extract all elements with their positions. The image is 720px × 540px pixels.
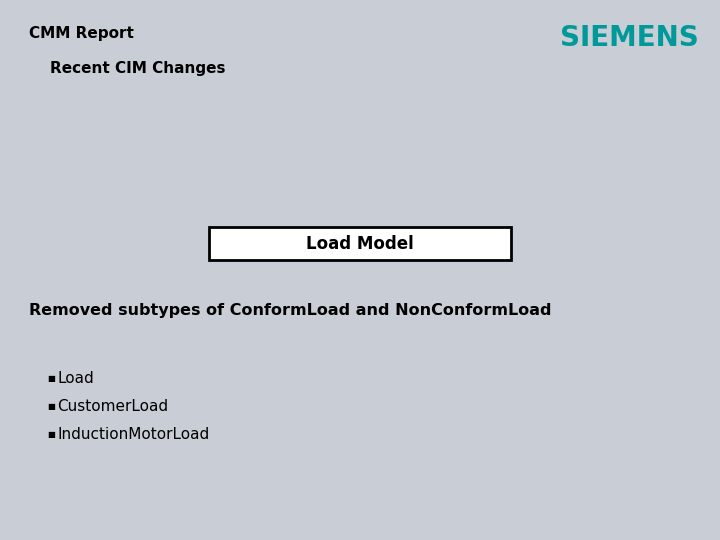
Bar bbox=[209, 227, 511, 260]
Text: ■: ■ bbox=[47, 430, 55, 439]
Text: ■: ■ bbox=[47, 374, 55, 382]
Text: Recent CIM Changes: Recent CIM Changes bbox=[29, 62, 225, 77]
Text: Removed subtypes of ConformLoad and NonConformLoad: Removed subtypes of ConformLoad and NonC… bbox=[29, 303, 552, 318]
Text: CMM Report: CMM Report bbox=[29, 26, 134, 42]
Text: InductionMotorLoad: InductionMotorLoad bbox=[58, 427, 210, 442]
Text: ■: ■ bbox=[47, 402, 55, 411]
Text: Load: Load bbox=[58, 370, 94, 386]
Text: SIEMENS: SIEMENS bbox=[559, 24, 698, 52]
Text: CustomerLoad: CustomerLoad bbox=[58, 399, 168, 414]
Text: Load Model: Load Model bbox=[306, 234, 414, 253]
